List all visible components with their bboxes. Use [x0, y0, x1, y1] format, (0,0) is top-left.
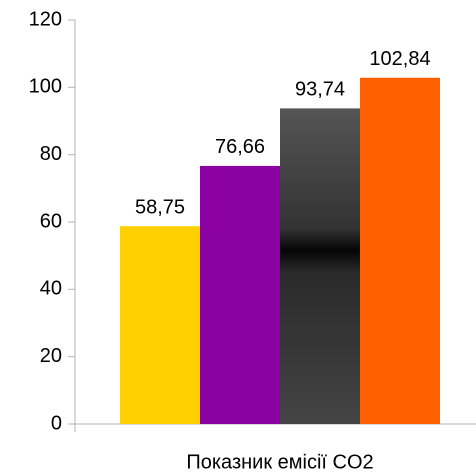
value-label: 93,74: [295, 79, 345, 101]
value-label: 102,84: [369, 48, 430, 70]
y-tick-label: 80: [40, 143, 62, 165]
value-label: 58,75: [135, 196, 185, 218]
bar: [200, 166, 280, 424]
bar: [120, 226, 200, 424]
y-tick-label: 40: [40, 278, 62, 300]
x-tick-label: Показник емісії CO2: [186, 451, 373, 473]
y-tick-label: 0: [51, 412, 62, 434]
y-tick-label: 20: [40, 345, 62, 367]
bar: [360, 78, 440, 424]
y-tick-label: 120: [29, 8, 62, 30]
value-label: 76,66: [215, 136, 265, 158]
y-tick-label: 60: [40, 210, 62, 232]
chart: 0 20 40 60 80 100 120 Показник емісії CO2 58,75 7…: [0, 0, 476, 475]
bar: [280, 108, 360, 424]
y-tick-label: 100: [29, 76, 62, 98]
